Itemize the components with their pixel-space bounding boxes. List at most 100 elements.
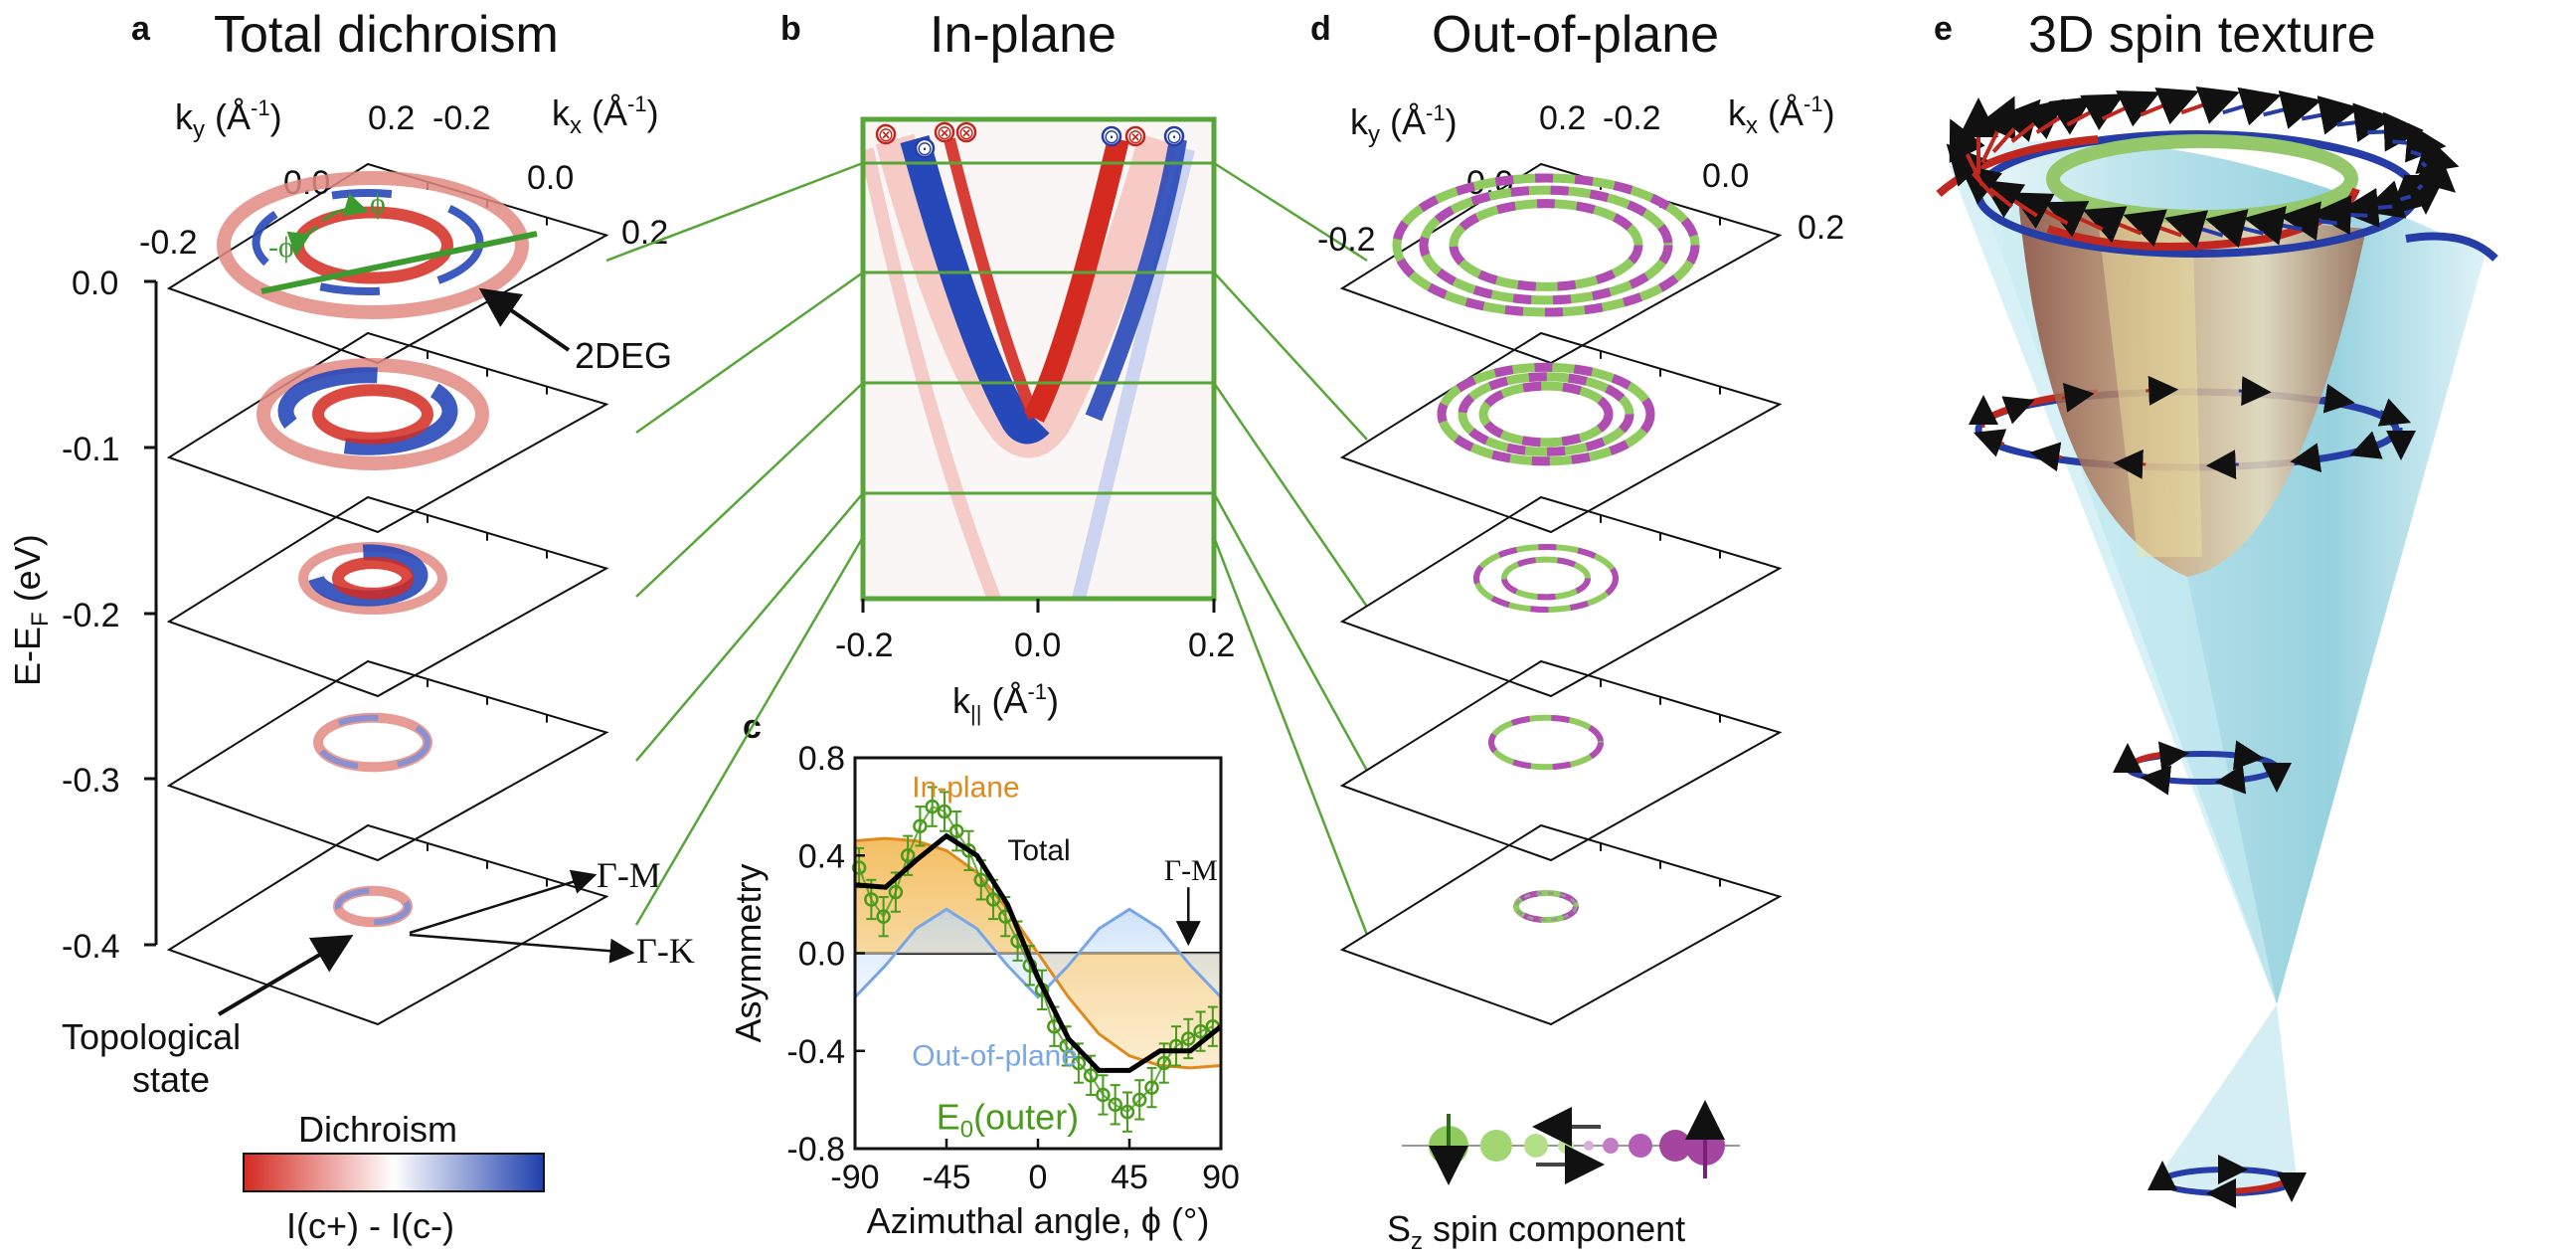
annot-2deg: 2DEG (575, 335, 672, 376)
spin-arrow (2140, 88, 2199, 125)
spin-arrow (2123, 209, 2182, 248)
annot-topological-arrow (217, 934, 354, 1016)
annot-gamma-k-arrow (409, 933, 635, 964)
energy-axis-ticks (144, 279, 156, 947)
spin-arrow (2279, 201, 2337, 242)
panel-e-spin-arrows (1946, 86, 2460, 1208)
panel-a-title: Total dichroism (214, 6, 559, 64)
annot-gamma-m: Γ-M (597, 855, 661, 895)
panel-b-arpes (860, 116, 1217, 602)
connector-lines (605, 161, 1369, 936)
spin-arrow (2044, 201, 2104, 238)
d-plane-0 (1339, 162, 1783, 365)
panel-b-xtick-0: -0.2 (835, 627, 894, 664)
spin-arrow (2157, 741, 2190, 772)
series-out-of-plane-line (853, 907, 1223, 999)
series-label-total: Total (1007, 834, 1070, 867)
spin-arrow (2311, 195, 2368, 236)
energy-tick-4: -0.4 (62, 928, 120, 966)
panel-letter-a: a (131, 10, 151, 48)
spin-arrow (2180, 86, 2240, 124)
spin-arrow (2349, 431, 2383, 459)
energy-tick-1: -0.1 (62, 431, 120, 468)
spin-arrow (2263, 90, 2322, 129)
panel-d-title: Out-of-plane (1432, 6, 1719, 64)
series-total-line (854, 832, 1223, 1073)
panel-b-xaxis-ticks (861, 599, 1216, 613)
phi-arc-neg (286, 225, 319, 257)
spin-arrow (1949, 118, 1985, 187)
panel-b-title: In-plane (930, 6, 1116, 64)
a-plane-3 (166, 659, 609, 862)
chart-xtick-label-2: 0 (1029, 1159, 1048, 1196)
spin-arrow (2410, 135, 2460, 174)
spin-arrow (2321, 383, 2355, 414)
spin-arrow (2061, 383, 2095, 413)
spin-arrow (2232, 740, 2265, 771)
chart-ytick-label-0: 0.8 (798, 740, 845, 778)
energy-tick-3: -0.3 (62, 762, 120, 800)
spin-arrow (2336, 102, 2395, 143)
spin-arrow (2238, 376, 2272, 407)
panel-b-xlabel: k|| (Å-1) (952, 679, 1059, 726)
svg-text:⊗: ⊗ (958, 120, 975, 144)
spin-arrow (2101, 90, 2160, 127)
panel-letter-e: e (1934, 10, 1953, 48)
panel-d-kx-tick-1: 0.0 (1702, 157, 1749, 195)
svg-text:⊙: ⊙ (917, 136, 934, 160)
chart-xtick-label-3: 45 (1111, 1159, 1148, 1196)
colorbar-title: Dichroism (298, 1109, 457, 1150)
spin-arrow (2082, 206, 2143, 244)
phi-pos-label: ϕ (370, 187, 386, 220)
annot-2deg-arrow (478, 287, 571, 352)
spin-arrow (2113, 449, 2147, 479)
panel-b-xtick-2: 0.2 (1188, 627, 1235, 664)
panel-a-kx-label: kx (Å-1) (552, 91, 659, 139)
chart-ytick-label-1: 0.4 (798, 837, 845, 875)
panel-a-kx-tick-0: -0.2 (432, 99, 491, 137)
svg-text:⊙: ⊙ (1104, 124, 1120, 148)
chart-xlabel: Azimuthal angle, ϕ (°) (867, 1200, 1210, 1241)
spin-arrow (2243, 206, 2303, 246)
spin-arrow (2214, 764, 2247, 795)
spin-marker-2: ⊗ (934, 120, 955, 144)
panel-a-ky-tick-0: 0.2 (368, 99, 415, 137)
spin-marker-1: ⊙ (914, 136, 936, 160)
spin-arrow (2205, 450, 2239, 480)
a-plane-2 (166, 495, 609, 698)
svg-text:⊗: ⊗ (1127, 124, 1144, 148)
chart-ytick-label-3: -0.4 (786, 1033, 845, 1071)
panel-a-planes (166, 162, 609, 1026)
panel-d-ky-tick-0: 0.2 (1539, 99, 1586, 137)
spin-arrow (2029, 442, 2063, 472)
panel-b-spin-markers: ⊗ ⊙ ⊗ ⊗ ⊙ ⊗ ⊙ (875, 120, 1185, 160)
panel-a-ky-label: ky (Å-1) (175, 95, 282, 143)
panel-a-kx-tick-1: 0.0 (527, 159, 574, 197)
energy-tick-2: -0.2 (62, 597, 120, 634)
svg-text:⊙: ⊙ (1166, 124, 1183, 148)
phi-arc-pos (322, 193, 369, 223)
chart-xtick-label-0: -90 (830, 1159, 879, 1196)
panel-d-ky-tick-2: -0.2 (1317, 221, 1376, 259)
spin-arrow (2412, 151, 2457, 193)
chart-ytick-label-4: -0.8 (786, 1131, 845, 1169)
annot-gamma-m-arrow (409, 869, 598, 935)
spin-marker-0: ⊗ (875, 122, 897, 146)
d-plane-2 (1339, 495, 1783, 698)
chart-ylabel: Asymmetry (728, 864, 769, 1043)
panel-d-kx-tick-2: 0.2 (1798, 209, 1844, 247)
phi-neg-label: -ϕ (268, 231, 294, 264)
d-plane-4 (1339, 823, 1783, 1026)
a-plane-4 (166, 823, 609, 1026)
a-plane-1 (166, 331, 609, 534)
d-plane-3 (1339, 659, 1783, 862)
panel-letter-b: b (780, 10, 801, 48)
energy-axis-label: E-EF (eV) (7, 534, 54, 686)
panel-e-3d-texture (1936, 130, 2498, 1196)
spin-marker-4: ⊙ (1101, 124, 1122, 148)
spin-arrow (2377, 398, 2412, 427)
spin-arrow (1973, 429, 2007, 457)
colorbar-label: I(c+) - I(c-) (286, 1205, 454, 1246)
spin-arrow (2066, 93, 2125, 131)
